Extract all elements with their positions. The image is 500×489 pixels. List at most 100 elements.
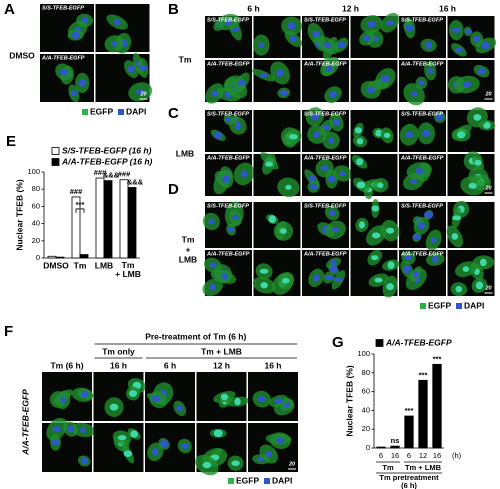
micrograph: [205, 110, 252, 152]
micrograph: [93, 372, 146, 421]
nucleus: [80, 426, 87, 434]
nucleus: [367, 20, 376, 28]
legend-swatch: [375, 339, 384, 347]
nucleus: [257, 396, 267, 403]
nucleus: [151, 395, 161, 402]
nucleus: [354, 127, 362, 134]
nucleus: [59, 68, 69, 76]
nucleus: [60, 396, 67, 404]
nucleus: [371, 255, 379, 261]
row-label: Tm: [182, 234, 195, 244]
legend-label: A/A-TFEB-EGFP (16 h): [61, 156, 153, 166]
nucleus: [202, 461, 212, 469]
micrograph: [195, 423, 247, 476]
nucleus: [208, 262, 217, 268]
image-label: S/S-TFEB-EGFP: [207, 203, 249, 209]
nucleus: [473, 114, 482, 121]
x-tick-label: 6: [379, 451, 383, 460]
nucleus: [327, 175, 336, 183]
nucleus: [383, 132, 391, 139]
scale-label: 20: [484, 91, 491, 97]
micrograph: [248, 423, 298, 472]
micrograph: [399, 60, 446, 106]
nucleus: [130, 430, 139, 438]
scale-label: 20: [288, 461, 295, 467]
micrograph: [40, 54, 94, 103]
nucleus: [70, 90, 78, 97]
x-tick-label: 16: [433, 451, 441, 460]
nucleus: [290, 35, 297, 43]
significance-label: ***: [405, 406, 414, 415]
micrograph: [253, 110, 302, 152]
y-tick-label: 60: [32, 201, 40, 210]
y-tick-label: 60: [362, 387, 370, 396]
micrograph: [350, 60, 398, 102]
micrograph: [350, 110, 398, 152]
nucleus: [285, 184, 292, 190]
nucleus: [259, 268, 269, 274]
nucleus: [274, 398, 284, 404]
nucleus: [435, 113, 445, 121]
image-label: S/S-TFEB-EGFP: [207, 17, 249, 23]
nucleus: [110, 40, 117, 47]
legend-swatch: [456, 303, 462, 309]
nucleus: [210, 90, 219, 97]
nucleus: [280, 228, 287, 234]
nucleus: [403, 265, 411, 274]
micrograph: [202, 250, 252, 296]
nucleus: [225, 18, 232, 26]
group-label: Tm + LMB: [405, 463, 442, 472]
comparison-bracket: [75, 208, 85, 213]
image-label: A/A-TFEB-EGFP: [303, 61, 347, 67]
nucleus: [479, 258, 487, 267]
micrograph: [252, 250, 301, 296]
nucleus: [386, 283, 394, 291]
image-label: S/S-TFEB-EGFP: [207, 111, 249, 117]
nucleus: [320, 165, 329, 171]
y-tick-label: 0: [366, 443, 370, 452]
legend-swatch: [420, 303, 426, 309]
nucleus: [477, 67, 486, 75]
significance-label: ***: [433, 354, 442, 363]
scale-label: 20: [484, 185, 491, 191]
legend-label: DAPI: [464, 300, 484, 310]
significance-label: &&&: [127, 177, 144, 186]
nucleus: [405, 24, 415, 32]
nucleus: [265, 451, 273, 457]
micrograph: [447, 151, 495, 196]
legend-label: DAPI: [126, 106, 146, 116]
micrograph: [42, 417, 95, 472]
header: Pre-treatment of Tm (6 h): [145, 331, 246, 341]
bar: [404, 415, 414, 449]
nucleus: [312, 274, 320, 282]
nucleus: [472, 35, 481, 43]
micrograph: [145, 372, 195, 421]
panel-letter: A: [4, 1, 15, 18]
nucleus: [51, 439, 61, 446]
nucleus: [276, 69, 285, 77]
nucleus: [128, 390, 138, 397]
nucleus: [310, 112, 320, 121]
y-tick-label: 100: [357, 349, 370, 358]
nucleus: [462, 266, 470, 272]
y-tick-label: 40: [362, 405, 370, 414]
nucleus: [260, 282, 268, 289]
column-header: 6 h: [247, 3, 259, 13]
nucleus: [323, 42, 332, 48]
micrograph: [399, 154, 446, 196]
column-header: 16 h: [110, 360, 127, 370]
x-tick-label: Tm + LMB: [115, 260, 141, 279]
nucleus: [454, 47, 463, 53]
nucleus: [375, 129, 383, 137]
group-label: Tm only: [102, 346, 135, 356]
y-tick-label: 80: [32, 184, 40, 193]
nucleus: [452, 215, 462, 221]
bar: [55, 256, 65, 259]
nucleus: [468, 182, 477, 189]
legend-swatch: [82, 109, 88, 115]
image-label: S/S-TFEB-EGFP: [304, 111, 346, 117]
image-label: A/A-TFEB-EGFP: [303, 155, 347, 161]
micrograph: [350, 249, 400, 298]
micrograph: [350, 12, 400, 58]
